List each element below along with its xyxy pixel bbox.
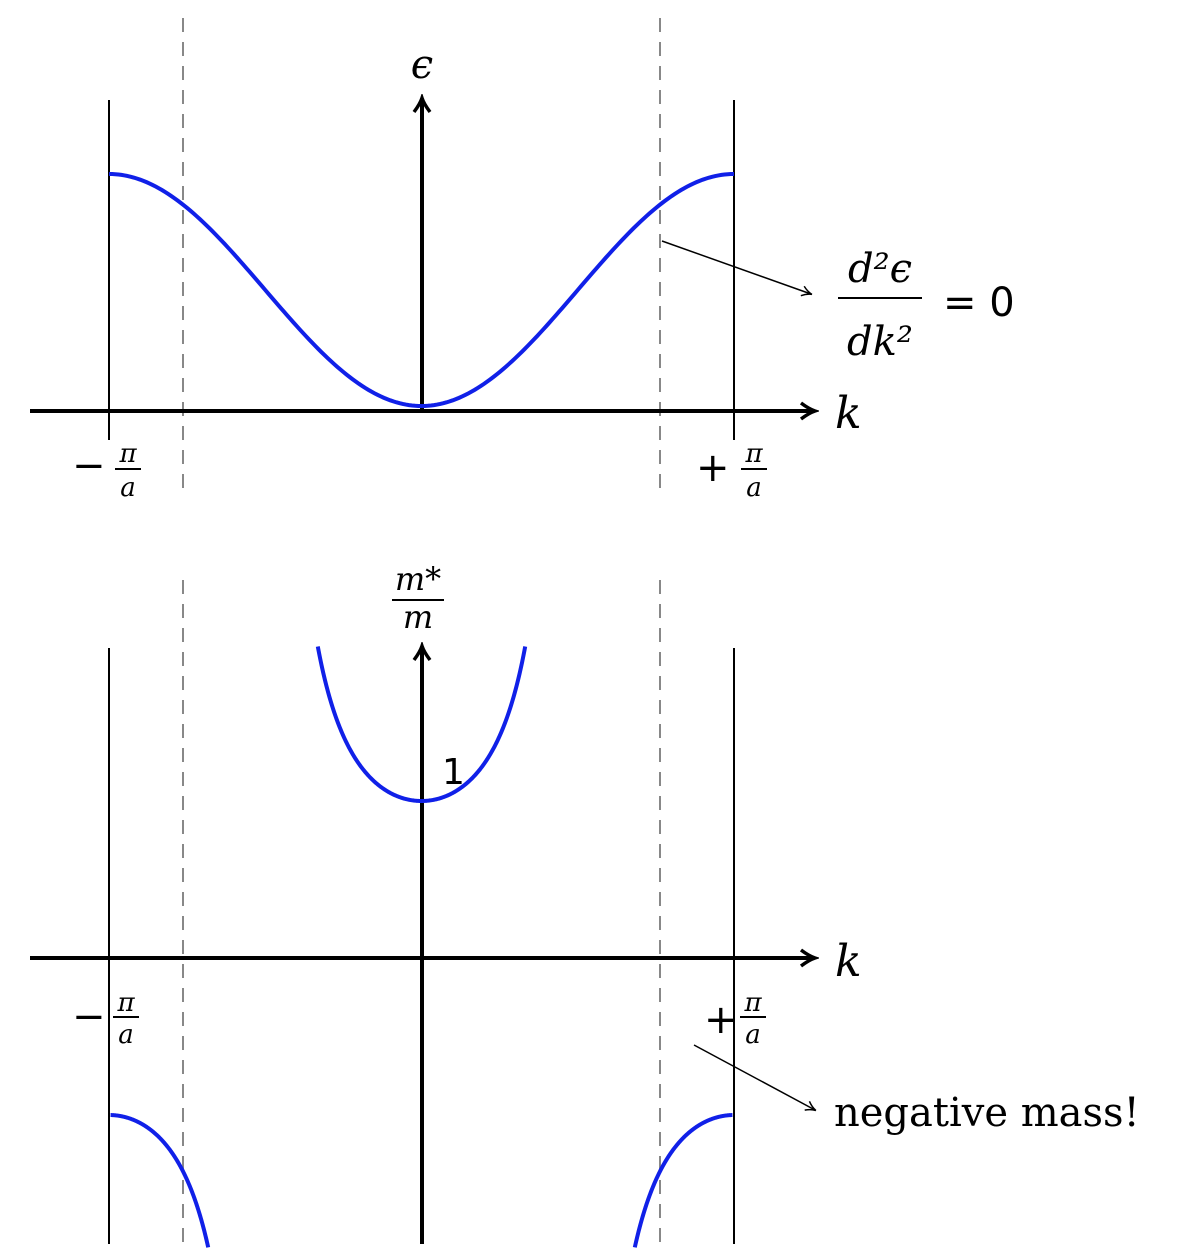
annotation-numerator: d²ϵ: [848, 246, 912, 292]
epsilon-axis-label: ϵ: [411, 42, 433, 88]
bottom-right-tick-label: + π a: [704, 988, 766, 1050]
positive-effective-mass-curve: [315, 646, 528, 803]
top-k-axis-label: k: [835, 388, 862, 439]
a-denominator: a: [745, 1020, 761, 1050]
plus-sign: +: [704, 997, 738, 1043]
m-star-numerator: m*: [395, 560, 441, 598]
right-negative-mass-curve: [632, 1113, 733, 1248]
bottom-left-tick-label: − π a: [72, 988, 139, 1050]
second-derivative-annotation: d²ϵ dk² = 0: [838, 246, 1015, 365]
bottom-plot: m* m 1 k − π a + π a negative mass!: [30, 560, 1140, 1248]
negative-mass-arrow: [693, 1044, 817, 1112]
annotation-equals-zero: = 0: [943, 280, 1015, 326]
top-right-tick-label: + π a: [696, 439, 767, 503]
minus-sign: −: [72, 994, 106, 1040]
effective-mass-axis-label: m* m: [392, 560, 444, 636]
a-denominator: a: [118, 1020, 134, 1050]
a-denominator: a: [746, 473, 762, 503]
annotation-denominator: dk²: [847, 319, 913, 365]
pi-numerator: π: [744, 439, 763, 469]
energy-band-curve: [108, 172, 735, 409]
top-plot: ϵ k − π a + π a d²ϵ dk² = 0: [30, 18, 1015, 503]
left-negative-mass-curve: [110, 1113, 211, 1248]
m-denominator: m: [403, 598, 433, 636]
top-left-tick-label: − π a: [72, 439, 141, 503]
minus-sign: −: [72, 443, 106, 489]
negative-mass-annotation: negative mass!: [834, 1090, 1140, 1136]
pi-numerator: π: [118, 439, 137, 469]
plus-sign: +: [696, 445, 730, 491]
a-denominator: a: [120, 473, 136, 503]
inflection-annotation-arrow: [661, 240, 813, 297]
bottom-k-axis-label: k: [835, 936, 862, 987]
unity-label: 1: [442, 752, 465, 793]
pi-numerator: π: [116, 988, 135, 1018]
pi-numerator: π: [743, 988, 762, 1018]
